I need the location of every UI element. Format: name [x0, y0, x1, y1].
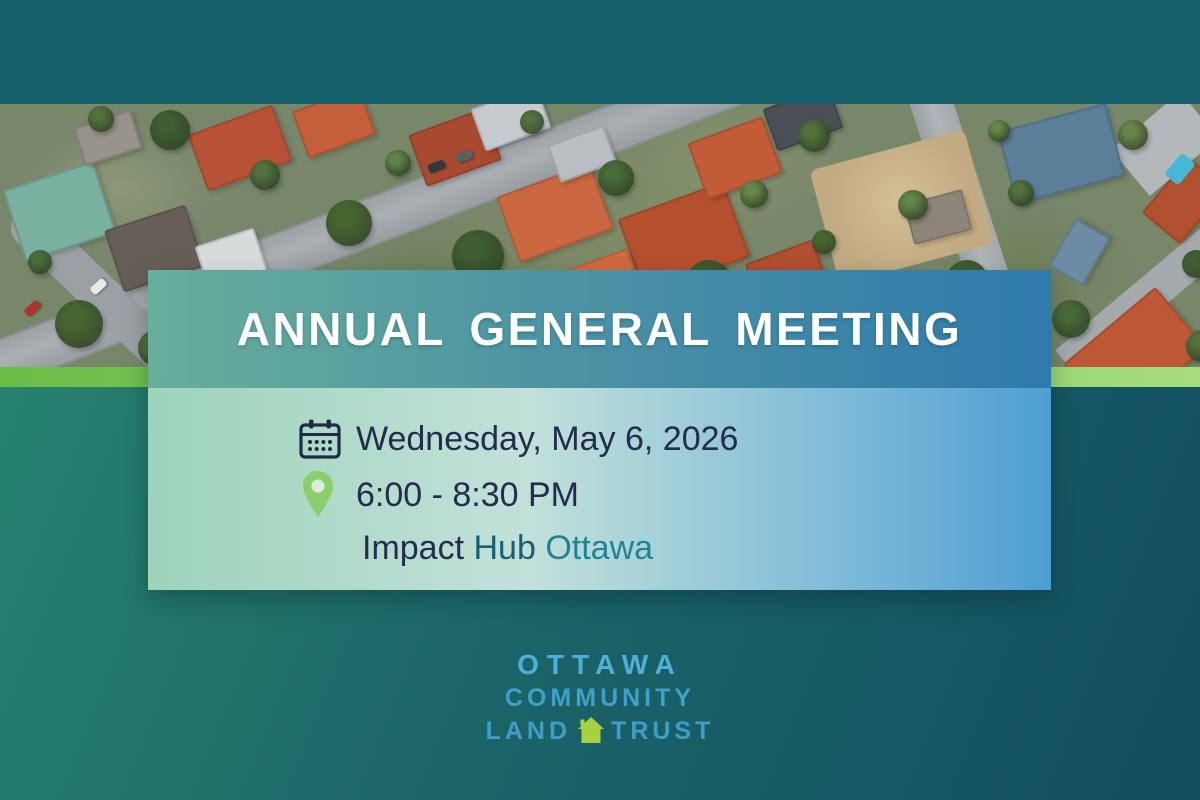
date-row: Wednesday, May 6, 2026 — [298, 416, 738, 462]
details-band: Wednesday, May 6, 2026 6:00 - 8:30 PM Im… — [148, 388, 1051, 590]
event-venue: Impact Hub Ottawa — [362, 529, 653, 568]
logo-line-community: COMMUNITY — [504, 684, 696, 712]
event-time: 6:00 - 8:30 PM — [356, 475, 580, 514]
logo-word-trust: TRUST — [611, 717, 715, 745]
ottawa-community-land-trust-logo: OTTAWA COMMUNITY LAND TRUST — [400, 648, 800, 748]
logo-word-land: LAND — [485, 717, 572, 745]
title-band: ANNUAL GENERAL MEETING — [148, 270, 1051, 388]
event-info-card: ANNUAL GENERAL MEETING Wed — [148, 270, 1051, 590]
location-pin-icon — [298, 470, 356, 520]
venue-word-impact: Impact — [362, 528, 465, 567]
top-teal-band — [0, 0, 1200, 104]
venue-word-hub: Hub — [473, 528, 536, 567]
time-row: 6:00 - 8:30 PM — [298, 470, 579, 520]
venue-row: Impact Hub Ottawa — [298, 526, 653, 570]
calendar-icon — [298, 417, 356, 461]
logo-line-ottawa: OTTAWA — [517, 649, 683, 680]
event-date: Wednesday, May 6, 2026 — [356, 419, 739, 458]
event-title: ANNUAL GENERAL MEETING — [236, 303, 963, 355]
logo-line-land-trust: LAND TRUST — [400, 715, 800, 748]
house-icon — [578, 717, 605, 743]
venue-word-city: Ottawa — [545, 528, 654, 567]
